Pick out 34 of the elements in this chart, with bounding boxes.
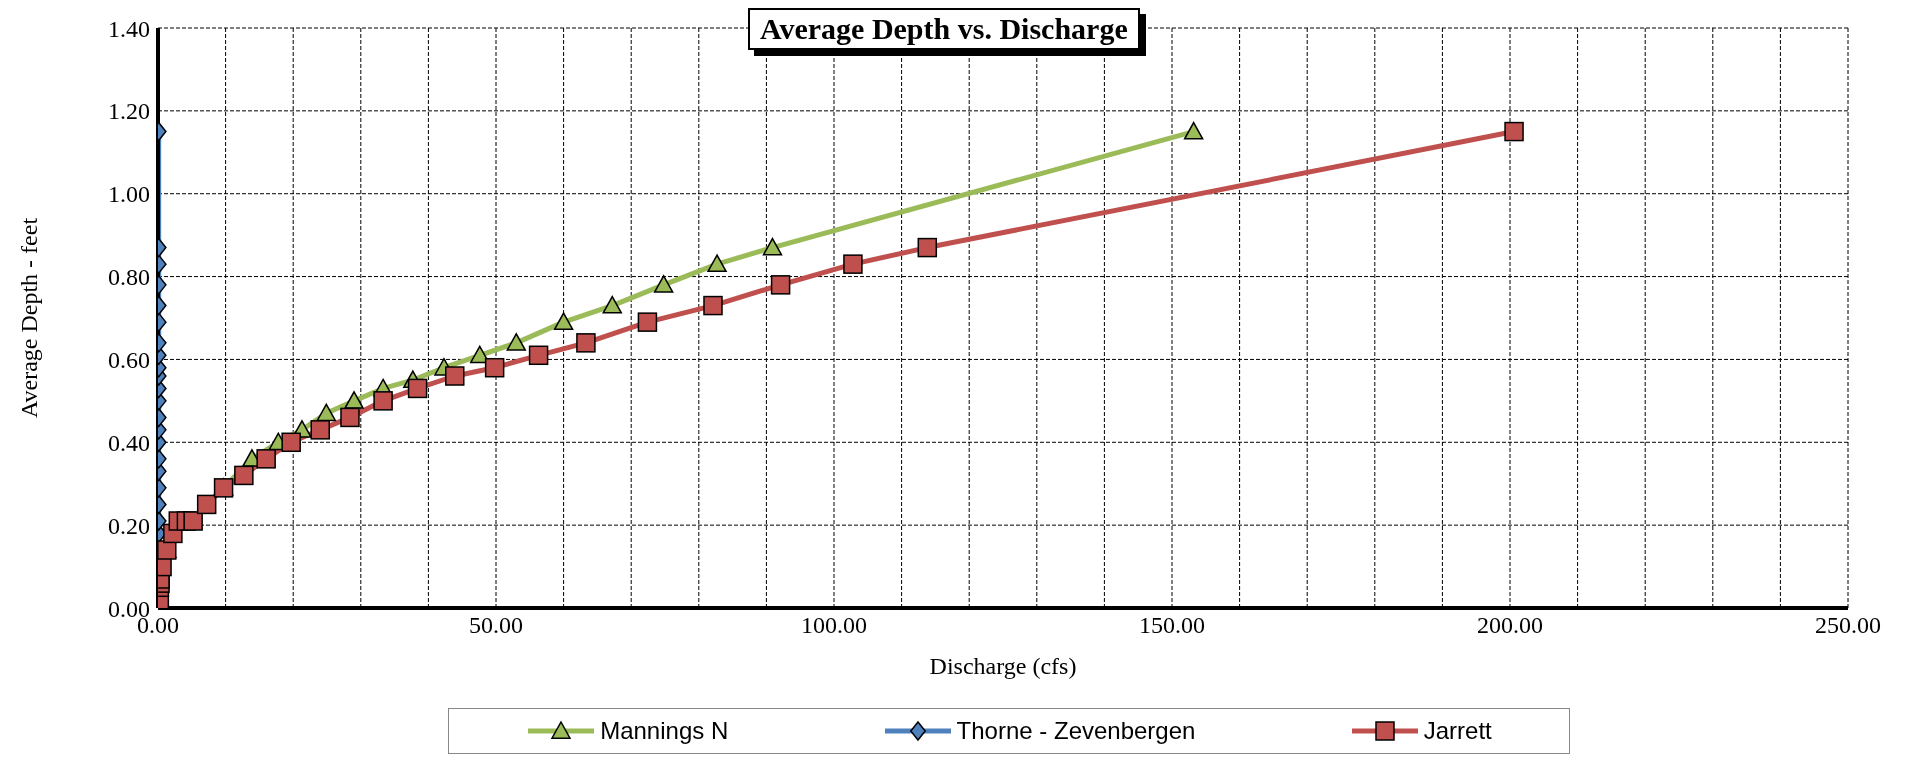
y-tick-label: 1.20 — [108, 98, 150, 125]
point — [445, 366, 465, 386]
x-tick-label: 200.00 — [1477, 612, 1543, 639]
point — [703, 295, 723, 316]
point — [553, 312, 574, 331]
y-tick-label: 0.20 — [108, 512, 150, 539]
legend-label: Thorne - Zevenbergen — [956, 717, 1196, 745]
chart-title: Average Depth vs. Discharge — [748, 8, 1140, 50]
legend-label: Jarrett — [1423, 717, 1492, 745]
point — [528, 345, 549, 366]
point — [637, 312, 658, 332]
x-tick-label: 250.00 — [1815, 612, 1881, 639]
point — [653, 275, 674, 293]
x-axis-title: Discharge (cfs) — [929, 653, 1077, 679]
point — [762, 237, 783, 256]
point — [484, 357, 505, 378]
y-tick-label: 1.00 — [108, 181, 150, 208]
y-tick-label: 1.40 — [108, 15, 150, 42]
y-tick-label: 0.80 — [108, 264, 150, 291]
x-tick-label: 50.00 — [469, 612, 523, 639]
point — [843, 254, 863, 274]
point — [576, 333, 596, 353]
point — [770, 275, 791, 295]
x-tick-label: 100.00 — [801, 612, 867, 639]
point — [707, 254, 727, 273]
point — [506, 333, 527, 351]
x-tick-label: 150.00 — [1139, 612, 1205, 639]
y-axis-title: Average Depth - feet — [15, 217, 42, 419]
point — [602, 295, 623, 314]
y-tick-label: 0.40 — [108, 429, 150, 456]
legend-label: Mannings N — [600, 717, 729, 745]
point — [470, 345, 490, 364]
y-tick-label: 0.60 — [108, 346, 150, 373]
point — [407, 378, 428, 399]
